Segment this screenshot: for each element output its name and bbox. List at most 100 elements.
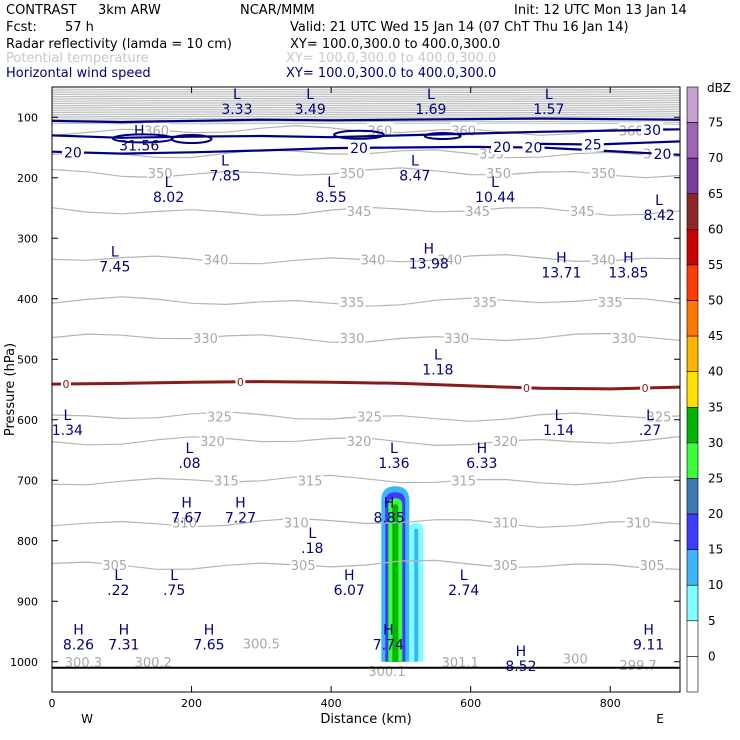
extremum-type: L [411, 154, 419, 170]
theta-label-bg [366, 122, 393, 138]
colorbar-swatch [686, 229, 699, 266]
extremum-type: H [119, 623, 130, 639]
theta-contour-label: 335 [598, 296, 623, 311]
wind-speed-layer: 20 20 20 20 20 30 25 [52, 117, 680, 163]
theta-contour-335 [52, 296, 680, 307]
colorbar-swatch [686, 478, 699, 515]
theta-label-bg [625, 514, 652, 530]
theta-strat-line [52, 108, 680, 111]
wind-contour-label: 30 [643, 123, 661, 139]
extremum-type: H [344, 568, 355, 584]
theta-strat-line [52, 95, 680, 98]
theta-label-bg [101, 556, 128, 572]
extremum-type: H [477, 441, 488, 457]
colorbar-level: 65 [708, 187, 723, 201]
theta-label-bg [206, 408, 233, 424]
extremum-value: 7.67 [171, 511, 202, 527]
field-reflectivity-xy: XY= 100.0,300.0 to 400.0,300.0 [290, 37, 501, 52]
theta-contour-label: 350 [486, 167, 511, 182]
wind-label-bg [522, 139, 545, 155]
wind-jet-core-contour [170, 134, 213, 145]
plot-frame [51, 86, 681, 693]
model-name: CONTRAST [6, 3, 77, 18]
x-tick-label: 0 [49, 697, 56, 710]
theta-label-bg [471, 293, 498, 309]
theta-contour-310 [52, 517, 680, 528]
theta-contour-label: 345 [347, 205, 372, 220]
colorbar-swatch [686, 406, 699, 444]
colorbar-level: 25 [708, 471, 723, 485]
x-end-label-east: E [656, 712, 664, 726]
theta-label-bg [290, 556, 317, 572]
extremum-type: L [308, 526, 316, 542]
colorbar-level: 60 [708, 222, 723, 236]
theta-label-bg [450, 472, 477, 488]
theta-point-label: 300.5 [243, 638, 280, 653]
theta-strat-line [52, 115, 680, 118]
y-tick-label: 400 [17, 293, 38, 306]
extremum-type: L [306, 87, 314, 103]
extremum-type: H [181, 496, 192, 512]
forecast-hours: 57 h [65, 20, 94, 35]
y-tick-label: 1000 [10, 656, 38, 669]
theta-contour-label: 330 [193, 332, 218, 347]
theta-contour-label: 340 [361, 253, 386, 268]
theta-point-label: 299.7 [620, 659, 657, 674]
theta-label-bg [213, 472, 240, 488]
extremum-value: 2.74 [448, 583, 479, 599]
colorbar-level: 45 [708, 329, 723, 343]
extremum-value: 13.85 [608, 266, 648, 282]
theta-contour-label: 315 [214, 474, 239, 489]
extremum-value: 7.45 [99, 259, 130, 275]
y-tick-label: 100 [17, 111, 38, 124]
extremum-value: .27 [639, 423, 661, 439]
extremum-value: 10.44 [475, 190, 515, 206]
extremum-value: 1.34 [52, 423, 83, 439]
y-tick-label: 700 [17, 474, 38, 487]
theta-strat-line [52, 90, 680, 93]
extremum-type: H [204, 623, 215, 639]
field-theta-xy: XY= 100.0,300.0 to 400.0,300.0 [286, 51, 497, 66]
extremum-value: 8.85 [373, 511, 404, 527]
extremum-type: H [384, 496, 395, 512]
colorbar-level: 75 [708, 116, 723, 130]
theta-contour-label: 350 [340, 167, 365, 182]
zero-reflectivity-line [52, 380, 680, 391]
theta-strat-line [52, 111, 680, 114]
extremum-value: 8.55 [316, 190, 347, 206]
extremum-type: H [643, 623, 654, 639]
extremum-value: 7.85 [209, 169, 240, 185]
extremum-value: 8.47 [399, 169, 430, 185]
theta-label-bg [192, 330, 219, 346]
colorbar-swatch [686, 584, 699, 622]
wind-contour-label: 20 [654, 147, 672, 163]
extremum-type: L [491, 175, 499, 191]
theta-contour-305 [52, 559, 680, 570]
colorbar-swatch [686, 264, 699, 301]
theta-label-bg [346, 203, 373, 219]
extremum-type: H [235, 496, 246, 512]
theta-label-bg [590, 164, 617, 180]
extremum-type: H [623, 251, 634, 267]
field-reflectivity-name: Radar reflectivity (lamda = 10 cm) [6, 37, 232, 52]
colorbar-swatch [686, 157, 699, 195]
extremum-value: 8.42 [643, 208, 674, 224]
init-time: Init: 12 UTC Mon 13 Jan 14 [514, 3, 687, 18]
theta-label-bg [492, 432, 519, 448]
wind-jet-core-contour [423, 132, 462, 141]
theta-label-bg [443, 330, 470, 346]
extremum-value: 9.11 [633, 638, 664, 654]
theta-contour-label: 320 [200, 435, 225, 450]
extremum-type: L [170, 568, 178, 584]
theta-label-bg [356, 408, 383, 424]
y-tick-label: 300 [17, 232, 38, 245]
theta-contour-label: 305 [102, 559, 127, 574]
theta-contour-label: 360 [451, 125, 476, 140]
extremum-type: L [111, 244, 119, 260]
theta-contour-label: 330 [444, 332, 469, 347]
theta-contour-label: 350 [148, 167, 173, 182]
reflectivity-cell-1-layer-1 [414, 528, 419, 662]
theta-contour-label: 310 [626, 517, 651, 532]
